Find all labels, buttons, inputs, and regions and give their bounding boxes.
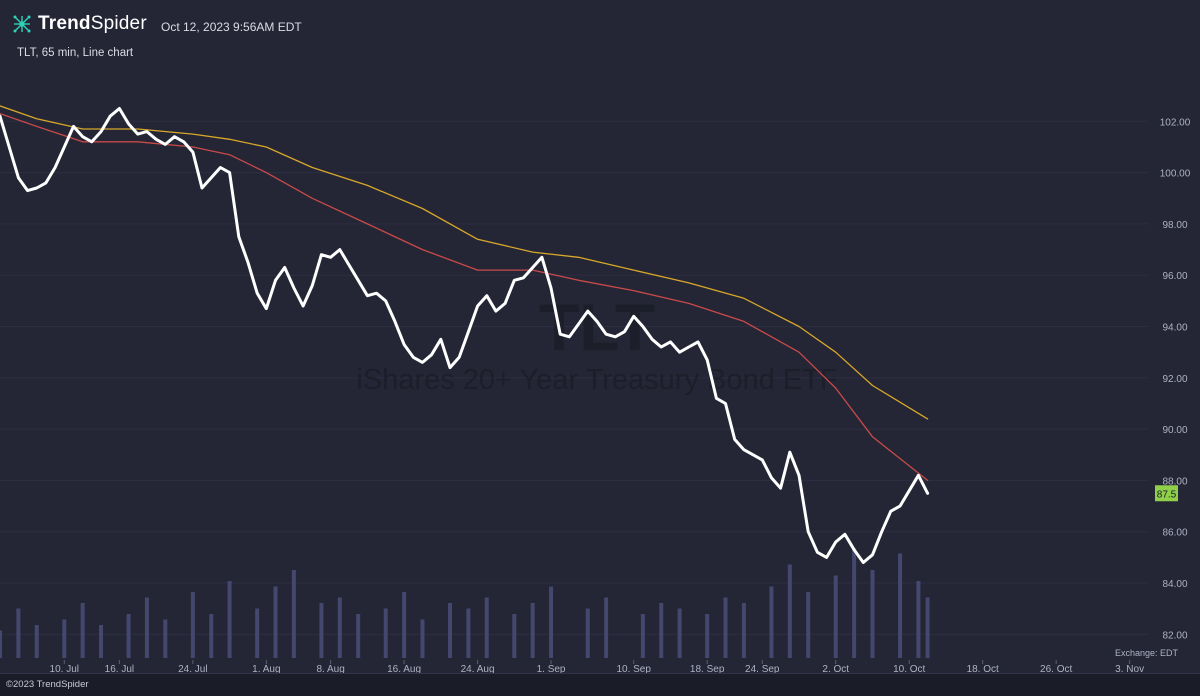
volume-bar	[402, 592, 407, 658]
exchange-label: Exchange: EDT	[1115, 648, 1179, 658]
volume-bar	[126, 614, 131, 658]
volume-bar	[604, 597, 609, 658]
y-tick-label: 82.00	[1162, 630, 1187, 641]
volume-bars	[0, 548, 930, 658]
volume-bar	[448, 603, 453, 658]
x-tick-label: 1. Aug	[252, 664, 280, 673]
x-tick-label: 26. Oct	[1040, 664, 1072, 673]
x-tick-label: 10. Oct	[893, 664, 925, 673]
price-line	[0, 107, 930, 564]
y-axis: 82.00 84.00 86.00 88.00 90.00 92.00 94.00 96.00…	[1160, 117, 1191, 641]
x-tick-label: 24. Aug	[461, 664, 495, 673]
watermark-symbol: TLT	[539, 290, 655, 364]
volume-bar	[530, 603, 535, 658]
y-tick-label: 92.00	[1162, 374, 1187, 385]
y-tick-label: 90.00	[1162, 425, 1187, 436]
volume-bar	[144, 597, 149, 658]
x-tick-label: 8. Aug	[316, 664, 344, 673]
volume-bar	[273, 586, 278, 658]
volume-bar	[163, 619, 168, 658]
volume-bar	[787, 564, 792, 658]
brand-name-bold: Trend	[38, 13, 91, 34]
volume-bar	[659, 603, 664, 658]
volume-bar	[319, 603, 324, 658]
x-tick-label: 10. Sep	[616, 664, 651, 673]
volume-bar	[291, 570, 296, 658]
copyright-text: ©2023 TrendSpider	[6, 679, 89, 690]
volume-bar	[723, 597, 728, 658]
volume-bar	[255, 608, 260, 658]
x-tick-label: 16. Jul	[105, 664, 134, 673]
volume-bar	[62, 619, 67, 658]
volume-bar	[0, 630, 2, 658]
ma-fast-line	[0, 112, 929, 482]
volume-bar	[484, 597, 489, 658]
volume-bar	[356, 614, 361, 658]
volume-bar	[640, 614, 645, 658]
volume-bar	[769, 586, 774, 658]
series-lines	[0, 105, 930, 564]
volume-bar	[677, 608, 682, 658]
x-tick-label: 3. Nov	[1115, 664, 1144, 673]
x-tick-label: 24. Sep	[745, 664, 780, 673]
x-axis: 10. Jul 16. Jul 24. Jul 1. Aug 8. Aug 16. Aug…	[50, 660, 1144, 673]
last-price-badge	[1155, 485, 1178, 502]
brand-name-light: Spider	[90, 13, 147, 34]
watermark-name: iShares 20+ Year Treasury Bond ETF	[356, 364, 837, 396]
top-bar: TrendSpider Oct 12, 2023 9:56AM EDT	[0, 0, 1200, 44]
volume-bar	[420, 619, 425, 658]
volume-bar	[227, 581, 232, 658]
y-tick-label: 84.00	[1162, 579, 1187, 590]
brand-name: TrendSpider	[38, 13, 147, 35]
volume-bar	[209, 614, 214, 658]
volume-bar	[741, 603, 746, 658]
volume-bar	[383, 608, 388, 658]
x-tick-label: 18. Sep	[690, 664, 725, 673]
x-tick-label: 10. Jul	[50, 664, 79, 673]
volume-bar	[34, 625, 39, 658]
last-price-label: 87.5	[1157, 489, 1177, 500]
chart-description: TLT, 65 min, Line chart	[17, 47, 134, 59]
x-tick-label: 2. Oct	[822, 664, 849, 673]
volume-bar	[806, 592, 811, 658]
y-tick-label: 96.00	[1162, 271, 1187, 282]
volume-bar	[705, 614, 710, 658]
y-tick-label: 94.00	[1162, 323, 1187, 334]
x-tick-label: 24. Jul	[178, 664, 207, 673]
volume-bar	[852, 548, 857, 658]
y-tick-label: 100.00	[1160, 169, 1191, 180]
volume-bar	[585, 608, 590, 658]
y-tick-label: 88.00	[1162, 476, 1187, 487]
y-tick-label: 102.00	[1160, 117, 1191, 128]
x-tick-label: 16. Aug	[387, 664, 421, 673]
footer: ©2023 TrendSpider	[0, 673, 1200, 696]
x-tick-label: 18. Oct	[967, 664, 999, 673]
chart-grid	[0, 120, 1148, 635]
volume-bar	[916, 581, 921, 658]
volume-bar	[466, 608, 471, 658]
last-price-marker: 87.5	[1155, 485, 1178, 502]
chart-timestamp: Oct 12, 2023 9:56AM EDT	[161, 20, 302, 34]
volume-bar	[833, 575, 838, 658]
price-chart[interactable]: TLT iShares 20+ Year Treasury Bond ETF 8…	[0, 0, 1200, 673]
ma-slow-line	[0, 105, 929, 420]
volume-bar	[898, 553, 903, 658]
volume-bar	[99, 625, 104, 658]
volume-bar	[337, 597, 342, 658]
y-tick-label: 86.00	[1162, 528, 1187, 539]
volume-bar	[80, 603, 85, 658]
volume-bar	[190, 592, 195, 658]
volume-bar	[549, 586, 554, 658]
trendspider-logo-icon	[13, 15, 31, 33]
volume-bar	[870, 570, 875, 658]
volume-bar	[16, 608, 21, 658]
y-tick-label: 98.00	[1162, 220, 1187, 231]
x-tick-label: 1. Sep	[537, 664, 566, 673]
volume-bar	[512, 614, 517, 658]
volume-bar	[925, 597, 930, 658]
